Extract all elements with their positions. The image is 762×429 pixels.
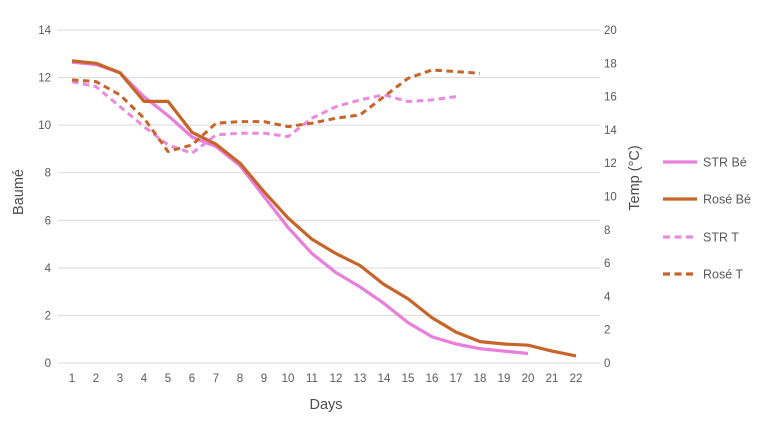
legend: STR Bé Rosé Bé STR T Rosé T	[663, 156, 751, 282]
left-axis-tick: 4	[45, 263, 52, 275]
left-axis-tick: 10	[38, 120, 51, 132]
x-axis-tick: 7	[213, 373, 219, 385]
x-axis-tick: 2	[93, 373, 99, 385]
right-axis-tick: 14	[604, 125, 617, 137]
x-axis-tick: 8	[237, 373, 243, 385]
right-axis-tick: 0	[604, 358, 610, 370]
series-line-ros-b-	[71, 59, 577, 358]
left-axis-tick: 8	[45, 168, 51, 180]
left-axis-tick-labels: 0 2 4 6 8 10 12 14	[38, 25, 51, 370]
right-axis-tick: 18	[604, 58, 617, 70]
legend-item-str-b-: STR Bé	[663, 156, 747, 170]
legend-item-ros-b-: Rosé Bé	[663, 193, 751, 207]
series-lines	[71, 59, 577, 358]
right-axis-tick: 16	[604, 92, 617, 104]
x-axis-tick-labels: 1 2 3 4 5 6 7 8 9 10 11 12 13 14 15 16 17 18 19 20 21 22	[69, 373, 583, 385]
x-axis-tick: 22	[570, 373, 583, 385]
right-axis-tick: 4	[604, 291, 611, 303]
x-axis-tick: 17	[450, 373, 463, 385]
right-axis-tick: 6	[604, 258, 610, 270]
legend-label: Rosé T	[703, 268, 743, 282]
x-axis-tick: 6	[189, 373, 195, 385]
x-axis-tick: 3	[117, 373, 123, 385]
right-axis-tick-labels: 0 2 4 6 8 10 12 14 16 18 20	[604, 25, 617, 370]
x-axis-tick: 15	[402, 373, 415, 385]
x-axis-tick: 21	[546, 373, 559, 385]
right-axis-tick: 8	[604, 225, 610, 237]
x-axis-tick: 1	[69, 373, 75, 385]
right-axis-tick: 20	[604, 25, 617, 37]
left-axis-tick: 2	[45, 310, 51, 322]
series-line-str-b-	[71, 60, 529, 356]
legend-item-str-t: STR T	[663, 231, 739, 245]
left-axis-tick: 14	[38, 25, 51, 37]
x-axis-tick: 12	[330, 373, 343, 385]
legend-label: STR T	[703, 231, 739, 245]
x-axis-tick: 4	[141, 373, 148, 385]
left-axis-tick: 0	[45, 358, 51, 370]
right-axis-tick: 12	[604, 158, 617, 170]
x-axis-tick: 13	[354, 373, 367, 385]
x-axis-tick: 5	[165, 373, 171, 385]
gridlines	[58, 29, 600, 364]
x-axis-tick: 18	[474, 373, 487, 385]
right-axis-title: Temp (°C)	[627, 145, 643, 210]
legend-item-ros-t: Rosé T	[663, 268, 743, 282]
x-axis-tick: 16	[426, 373, 439, 385]
series-line-ros-t	[71, 68, 481, 153]
x-axis-tick: 19	[498, 373, 511, 385]
left-axis-tick: 12	[38, 73, 51, 85]
x-axis-tick: 20	[522, 373, 535, 385]
legend-label: Rosé Bé	[703, 193, 751, 207]
x-axis-tick: 14	[378, 373, 391, 385]
right-axis-tick: 10	[604, 192, 617, 204]
x-axis-tick: 9	[261, 373, 267, 385]
legend-label: STR Bé	[703, 156, 747, 170]
left-axis-title: Baumé	[11, 169, 27, 215]
x-axis-title: Days	[309, 397, 342, 413]
right-axis-tick: 2	[604, 325, 610, 337]
series-line-str-t	[71, 80, 457, 155]
left-axis-tick: 6	[45, 215, 51, 227]
x-axis-tick: 11	[306, 373, 318, 385]
x-axis-tick: 10	[282, 373, 295, 385]
